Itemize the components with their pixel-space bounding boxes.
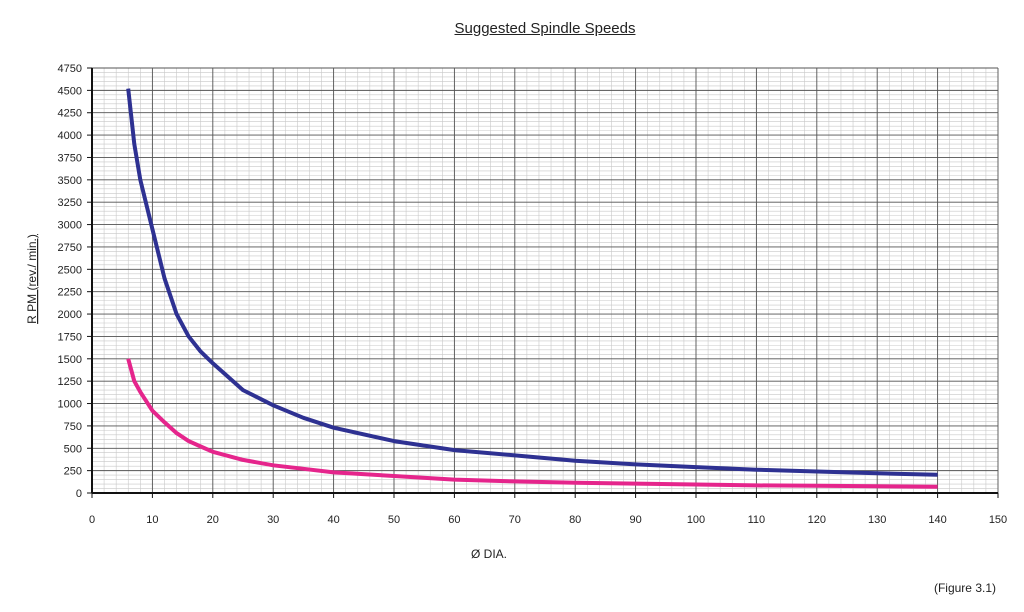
y-tick-label: 2750 [58, 242, 82, 254]
x-tick-label: 90 [629, 514, 641, 526]
series-line-2 [126, 358, 938, 489]
x-tick-label: 10 [146, 514, 158, 526]
x-axis-label: Ø DIA. [471, 547, 507, 561]
y-tick-label: 0 [76, 488, 82, 500]
x-tick-label: 80 [569, 514, 581, 526]
ticks: 0 10 20 30 40 50 60 70 80 90 100 110 120 130 140 150025… [58, 63, 1008, 526]
y-tick-label: 4250 [58, 108, 82, 120]
grid-minor [91, 67, 999, 494]
x-tick-label: 20 [207, 514, 219, 526]
x-tick-label: 110 [748, 514, 766, 526]
y-tick-label: 4000 [58, 130, 82, 142]
y-tick-label: 250 [64, 466, 82, 478]
y-tick-label: 750 [64, 421, 82, 433]
x-tick-label: 30 [267, 514, 279, 526]
x-tick-label: 150 [989, 514, 1007, 526]
y-tick-label: 2250 [58, 287, 82, 299]
x-tick-label: 100 [687, 514, 705, 526]
x-tick-label: 40 [327, 514, 339, 526]
y-axis-label: R PM (rev./ min.) [25, 234, 39, 324]
series-line-1 [126, 88, 938, 477]
y-tick-label: 3250 [58, 197, 82, 209]
x-tick-label: 70 [509, 514, 521, 526]
y-tick-label: 3750 [58, 152, 82, 164]
x-tick-label: 50 [388, 514, 400, 526]
y-tick-label: 3500 [58, 175, 82, 187]
x-tick-label: 130 [868, 514, 886, 526]
series-layer [126, 88, 938, 489]
x-tick-label: 140 [928, 514, 946, 526]
y-tick-label: 4750 [58, 63, 82, 75]
y-tick-label: 3000 [58, 220, 82, 232]
figure-label: (Figure 3.1) [933, 581, 996, 595]
grid-major [91, 67, 999, 494]
y-tick-label: 1250 [58, 376, 82, 388]
y-tick-label: 1750 [58, 331, 82, 343]
y-tick-label: 1500 [58, 354, 82, 366]
x-tick-label: 0 [89, 514, 95, 526]
y-tick-label: 1000 [58, 399, 82, 411]
axes [91, 68, 998, 494]
y-tick-label: 2000 [58, 309, 82, 321]
x-tick-label: 120 [808, 514, 826, 526]
y-tick-label: 500 [64, 443, 82, 455]
y-tick-label: 4500 [58, 85, 82, 97]
y-tick-label: 2500 [58, 264, 82, 276]
chart-title: Suggested Spindle Speeds [454, 20, 636, 37]
x-tick-label: 60 [448, 514, 460, 526]
